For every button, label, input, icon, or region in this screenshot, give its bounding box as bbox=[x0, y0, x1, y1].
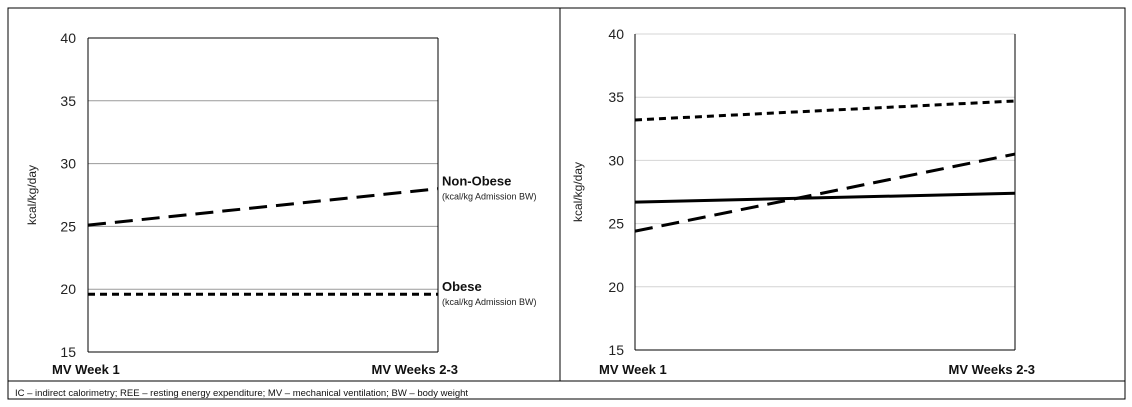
y-tick-label: 25 bbox=[60, 218, 76, 234]
series-line-2 bbox=[634, 152, 1016, 233]
y-tick-label: 15 bbox=[60, 344, 76, 360]
y-tick-label: 35 bbox=[60, 93, 76, 109]
x-category-label: MV Week 1 bbox=[52, 362, 120, 377]
y-tick-label: 15 bbox=[608, 342, 624, 358]
footnote: IC – indirect calorimetry; REE – resting… bbox=[15, 388, 468, 399]
series-sublabel: (kcal/kg Admission BW) bbox=[442, 192, 537, 202]
y-axis-label: kcal/kg/day bbox=[571, 162, 585, 222]
figure-border bbox=[7, 7, 1126, 400]
series-line-1 bbox=[634, 99, 1016, 122]
y-tick-label: 25 bbox=[608, 216, 624, 232]
x-category-label: MV Weeks 2-3 bbox=[372, 362, 458, 377]
left-chart: 15 20 25 30 35 40 kcal/kg/day MV Week 1 MV Weeks… bbox=[25, 30, 537, 377]
y-tick-label: 30 bbox=[60, 156, 76, 172]
series-label: Obese bbox=[442, 279, 482, 294]
y-tick-label: 40 bbox=[60, 30, 76, 46]
y-tick-label: 20 bbox=[608, 279, 624, 295]
right-chart: 15 20 25 30 35 40 kcal/kg/day MV Week 1 MV Weeks… bbox=[571, 26, 1035, 377]
y-tick-label: 40 bbox=[608, 26, 624, 42]
y-axis-label: kcal/kg/day bbox=[25, 165, 39, 225]
series-line-non-obese bbox=[87, 187, 439, 227]
x-category-label: MV Weeks 2-3 bbox=[949, 362, 1035, 377]
series-label: Non-Obese bbox=[442, 174, 511, 189]
series-sublabel: (kcal/kg Admission BW) bbox=[442, 297, 537, 307]
y-tick-label: 35 bbox=[608, 89, 624, 105]
x-category-label: MV Week 1 bbox=[599, 362, 667, 377]
y-tick-label: 20 bbox=[60, 281, 76, 297]
y-tick-label: 30 bbox=[608, 152, 624, 168]
series-line-3 bbox=[634, 191, 1016, 204]
